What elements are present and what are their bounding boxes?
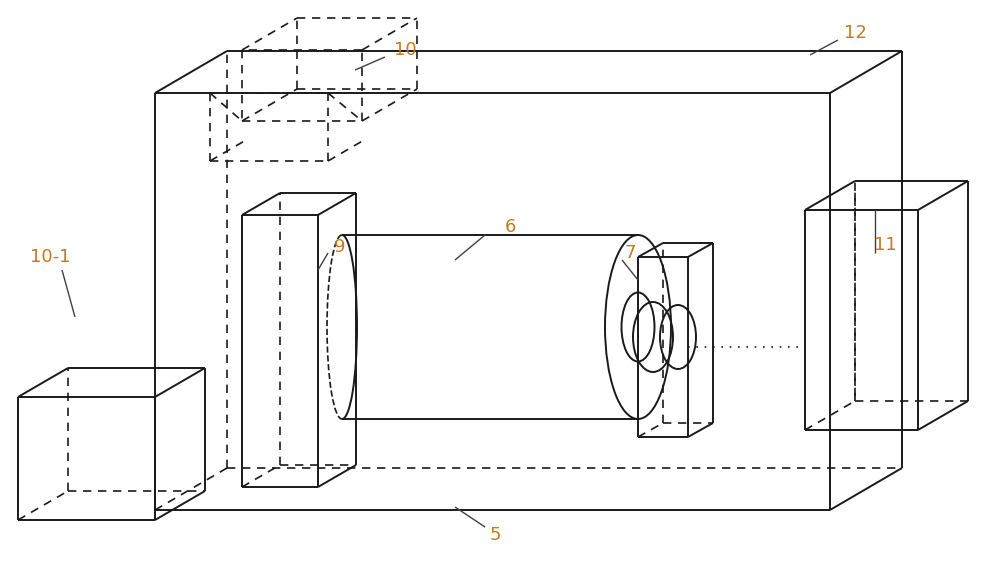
Text: 7: 7 — [624, 244, 636, 262]
Text: 9: 9 — [334, 238, 346, 256]
Text: 11: 11 — [874, 236, 896, 254]
Text: 10-1: 10-1 — [30, 248, 70, 266]
Text: 12: 12 — [844, 24, 866, 42]
Text: 5: 5 — [489, 526, 501, 544]
Text: 6: 6 — [504, 218, 516, 236]
Text: 10: 10 — [394, 41, 416, 59]
